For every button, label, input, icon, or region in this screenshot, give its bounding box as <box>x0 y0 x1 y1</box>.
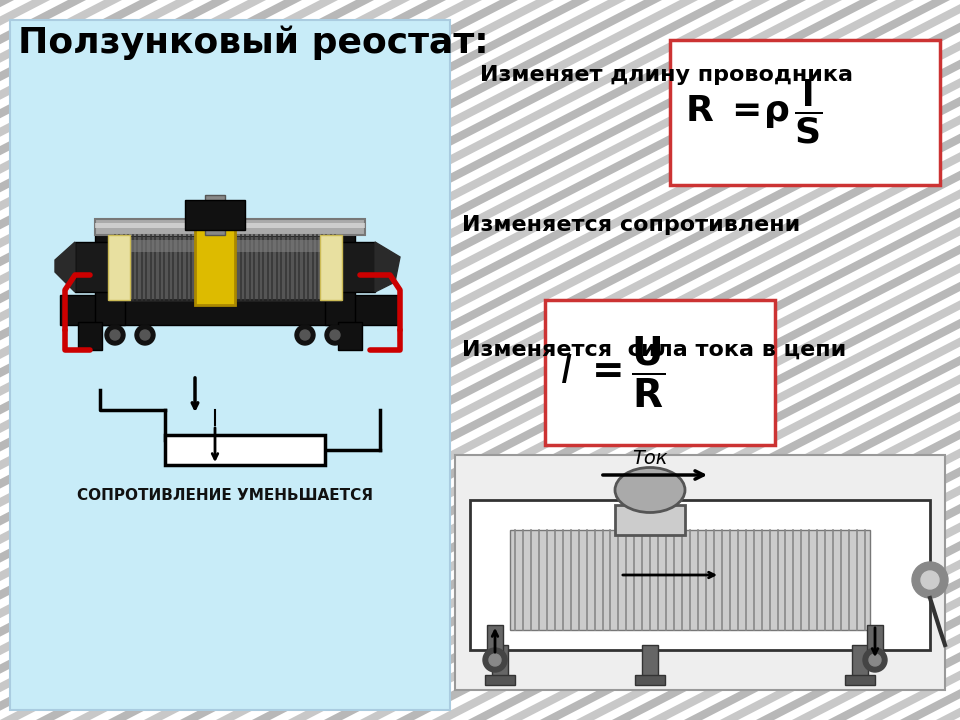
Polygon shape <box>828 0 960 720</box>
Polygon shape <box>936 0 960 720</box>
Polygon shape <box>55 242 75 292</box>
Bar <box>60 295 400 325</box>
Polygon shape <box>0 0 50 720</box>
Polygon shape <box>0 0 446 720</box>
Bar <box>335 242 375 292</box>
Bar <box>642 645 658 680</box>
Circle shape <box>295 325 315 345</box>
Bar <box>78 322 102 350</box>
Bar <box>845 675 875 685</box>
Polygon shape <box>0 0 734 720</box>
Circle shape <box>135 325 155 345</box>
Polygon shape <box>0 0 122 720</box>
Bar <box>205 195 225 235</box>
Circle shape <box>140 330 150 340</box>
Polygon shape <box>0 0 590 720</box>
FancyBboxPatch shape <box>670 40 940 185</box>
Bar <box>455 455 945 690</box>
Bar <box>110 240 340 252</box>
Text: Ток: Ток <box>633 449 668 468</box>
Polygon shape <box>0 0 806 720</box>
Bar <box>485 675 515 685</box>
Polygon shape <box>756 0 960 720</box>
Circle shape <box>863 648 887 672</box>
Polygon shape <box>900 0 960 720</box>
Bar <box>325 225 355 325</box>
Text: $\mathbf{R\ =\!\rho\,\dfrac{l}{S}}$: $\mathbf{R\ =\!\rho\,\dfrac{l}{S}}$ <box>685 78 823 146</box>
Polygon shape <box>180 0 960 720</box>
Bar <box>492 645 508 680</box>
Polygon shape <box>0 0 914 720</box>
Circle shape <box>105 325 125 345</box>
Polygon shape <box>360 0 960 720</box>
Polygon shape <box>216 0 960 720</box>
Polygon shape <box>0 0 338 720</box>
Polygon shape <box>0 0 230 720</box>
Polygon shape <box>396 0 960 720</box>
FancyBboxPatch shape <box>545 300 775 445</box>
Bar <box>195 225 235 305</box>
Polygon shape <box>648 0 960 720</box>
Polygon shape <box>0 0 14 720</box>
Polygon shape <box>576 0 960 720</box>
Polygon shape <box>0 0 698 720</box>
Text: $\mathbf{\mathit{I}\ =\dfrac{U}{R}}$: $\mathbf{\mathit{I}\ =\dfrac{U}{R}}$ <box>560 334 665 410</box>
Circle shape <box>483 648 507 672</box>
Polygon shape <box>0 0 518 720</box>
Polygon shape <box>864 0 960 720</box>
Circle shape <box>912 562 948 598</box>
Ellipse shape <box>615 467 685 513</box>
Polygon shape <box>792 0 960 720</box>
Polygon shape <box>0 0 266 720</box>
Polygon shape <box>684 0 960 720</box>
Circle shape <box>110 330 120 340</box>
Polygon shape <box>72 0 960 720</box>
Polygon shape <box>36 0 960 720</box>
Polygon shape <box>432 0 960 720</box>
Bar <box>867 625 883 655</box>
Bar <box>185 200 245 230</box>
Polygon shape <box>0 0 302 720</box>
Polygon shape <box>0 0 626 720</box>
Bar <box>110 235 340 300</box>
Polygon shape <box>540 0 960 720</box>
Polygon shape <box>612 0 960 720</box>
Bar <box>470 500 930 650</box>
Circle shape <box>869 654 881 666</box>
Polygon shape <box>0 0 158 720</box>
Bar <box>338 322 362 350</box>
Bar <box>108 235 130 300</box>
Polygon shape <box>0 0 86 720</box>
Polygon shape <box>252 0 960 720</box>
Bar <box>320 235 342 300</box>
Polygon shape <box>504 0 960 720</box>
Bar <box>10 20 450 710</box>
Bar <box>165 435 325 465</box>
Text: Изменяется сопротивлени: Изменяется сопротивлени <box>462 215 801 235</box>
Polygon shape <box>0 0 842 720</box>
Polygon shape <box>0 0 878 720</box>
Text: Изменяется  сила тока в цепи: Изменяется сила тока в цепи <box>462 340 847 360</box>
Circle shape <box>330 330 340 340</box>
Polygon shape <box>0 0 770 720</box>
Polygon shape <box>468 0 960 720</box>
Circle shape <box>489 654 501 666</box>
Polygon shape <box>288 0 960 720</box>
Text: СОПРОТИВЛЕНИЕ УМЕНЬШАЕТСЯ: СОПРОТИВЛЕНИЕ УМЕНЬШАЕТСЯ <box>77 487 373 503</box>
Bar <box>852 645 868 680</box>
Bar <box>510 530 870 630</box>
Polygon shape <box>324 0 960 720</box>
Polygon shape <box>0 0 374 720</box>
Circle shape <box>325 325 345 345</box>
Polygon shape <box>0 0 662 720</box>
